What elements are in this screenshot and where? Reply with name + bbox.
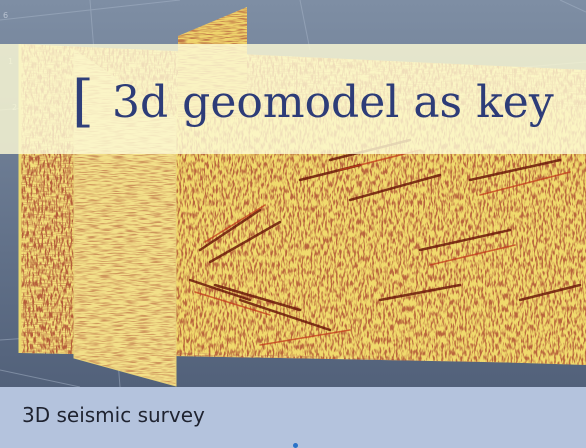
- slide-indicator-dot: [293, 443, 298, 448]
- slide-title-band: [ 3d geomodel as key: [0, 44, 586, 154]
- slide-title: 3d geomodel as key: [112, 77, 554, 128]
- title-bracket-icon: [: [72, 69, 94, 134]
- caption-bar: 3D seismic survey: [0, 387, 586, 448]
- svg-text:6: 6: [3, 11, 8, 20]
- slide-caption: 3D seismic survey: [22, 403, 205, 427]
